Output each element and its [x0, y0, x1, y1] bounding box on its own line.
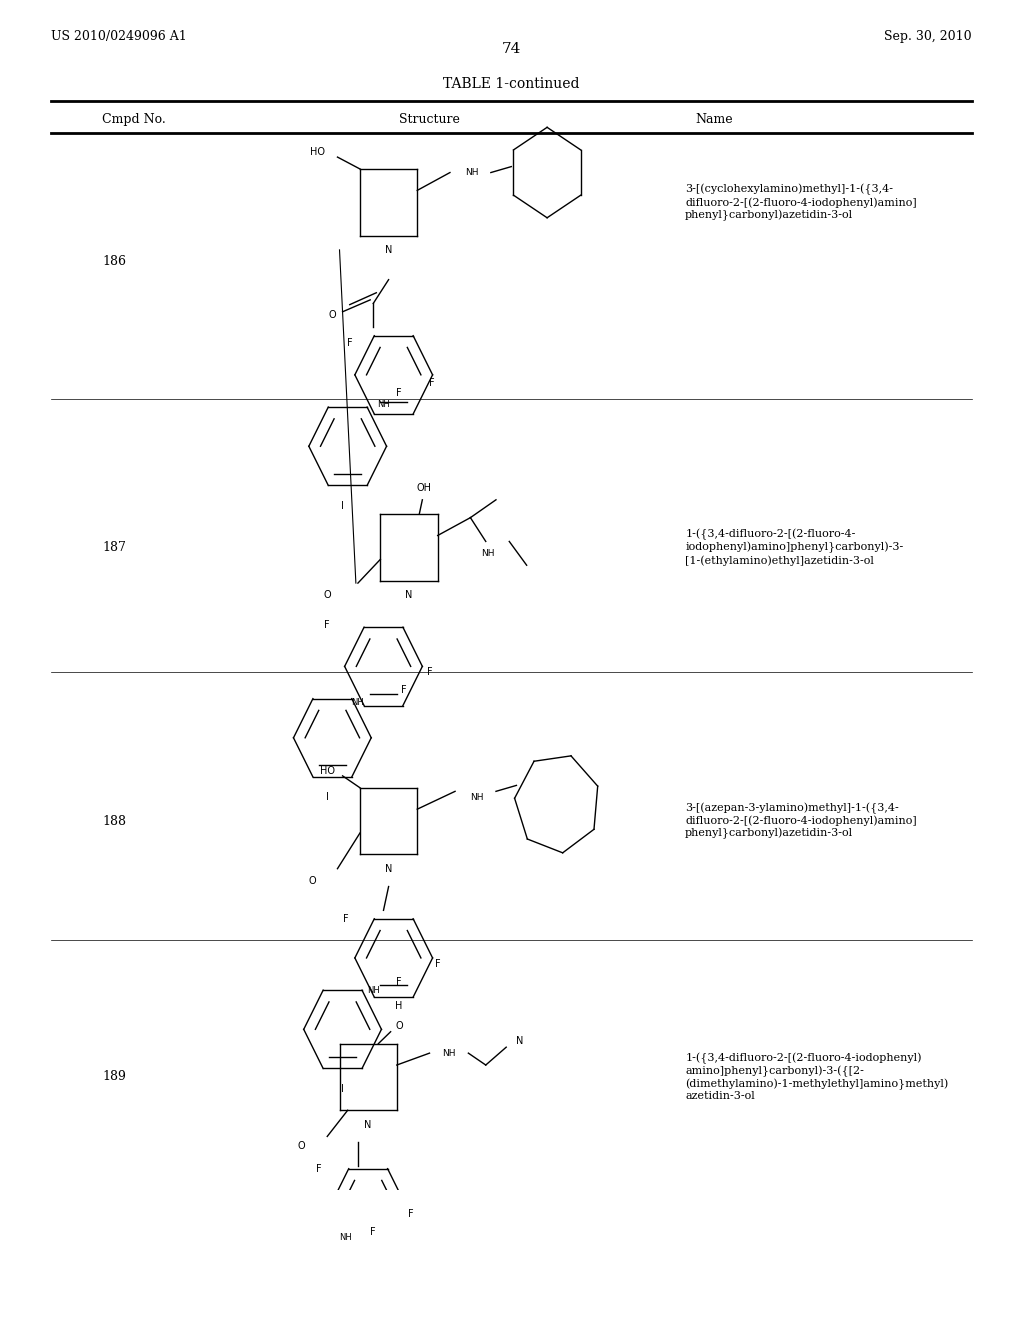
- Text: F: F: [371, 1226, 376, 1237]
- Text: NH: NH: [465, 168, 479, 177]
- Text: Cmpd No.: Cmpd No.: [102, 114, 166, 125]
- Text: TABLE 1-continued: TABLE 1-continued: [443, 78, 580, 91]
- Text: N: N: [406, 590, 413, 601]
- Text: Name: Name: [695, 114, 733, 125]
- Text: F: F: [316, 1163, 322, 1173]
- Text: O: O: [324, 590, 331, 601]
- Text: Sep. 30, 2010: Sep. 30, 2010: [884, 30, 972, 42]
- Text: 188: 188: [102, 814, 126, 828]
- Text: 1-({3,4-difluoro-2-[(2-fluoro-4-iodophenyl)
amino]phenyl}carbonyl)-3-({[2-
(dime: 1-({3,4-difluoro-2-[(2-fluoro-4-iodophen…: [685, 1052, 948, 1101]
- Text: NH: NH: [351, 697, 365, 706]
- Text: N: N: [385, 246, 392, 255]
- Text: F: F: [396, 388, 401, 397]
- Text: NH: NH: [470, 793, 484, 801]
- Text: F: F: [427, 668, 432, 677]
- Text: 187: 187: [102, 541, 126, 554]
- Text: I: I: [341, 1084, 344, 1094]
- Text: HO: HO: [319, 766, 335, 776]
- Text: F: F: [325, 620, 330, 630]
- Text: 186: 186: [102, 255, 126, 268]
- Text: NH: NH: [377, 400, 390, 409]
- Text: 3-[(azepan-3-ylamino)methyl]-1-({3,4-
difluoro-2-[(2-fluoro-4-iodophenyl)amino]
: 3-[(azepan-3-ylamino)methyl]-1-({3,4- di…: [685, 803, 916, 840]
- Text: I: I: [341, 500, 344, 511]
- Text: F: F: [409, 1209, 414, 1218]
- Text: 3-[(cyclohexylamino)methyl]-1-({3,4-
difluoro-2-[(2-fluoro-4-iodophenyl)amino]
p: 3-[(cyclohexylamino)methyl]-1-({3,4- dif…: [685, 183, 916, 220]
- Text: NH: NH: [367, 986, 380, 994]
- Text: NH: NH: [339, 1233, 352, 1242]
- Text: Structure: Structure: [399, 114, 460, 125]
- Text: H: H: [395, 1001, 402, 1011]
- Text: I: I: [326, 792, 329, 803]
- Text: 74: 74: [502, 42, 521, 55]
- Text: 1-({3,4-difluoro-2-[(2-fluoro-4-
iodophenyl)amino]phenyl}carbonyl)-3-
[1-(ethyla: 1-({3,4-difluoro-2-[(2-fluoro-4- iodophe…: [685, 529, 903, 566]
- Text: F: F: [429, 378, 434, 388]
- Text: F: F: [435, 958, 440, 969]
- Text: 189: 189: [102, 1071, 126, 1084]
- Text: O: O: [329, 310, 336, 321]
- Text: O: O: [308, 875, 315, 886]
- Text: US 2010/0249096 A1: US 2010/0249096 A1: [51, 30, 187, 42]
- Text: F: F: [401, 685, 407, 696]
- Text: F: F: [396, 977, 401, 987]
- Text: NH: NH: [480, 549, 495, 558]
- Text: OH: OH: [417, 483, 432, 492]
- Text: N: N: [385, 863, 392, 874]
- Text: NH: NH: [441, 1048, 456, 1057]
- Text: F: F: [343, 913, 348, 924]
- Text: O: O: [395, 1020, 402, 1031]
- Text: O: O: [298, 1140, 305, 1151]
- Text: F: F: [347, 338, 352, 347]
- Text: N: N: [365, 1119, 372, 1130]
- Text: HO: HO: [309, 148, 325, 157]
- Text: N: N: [516, 1036, 523, 1047]
